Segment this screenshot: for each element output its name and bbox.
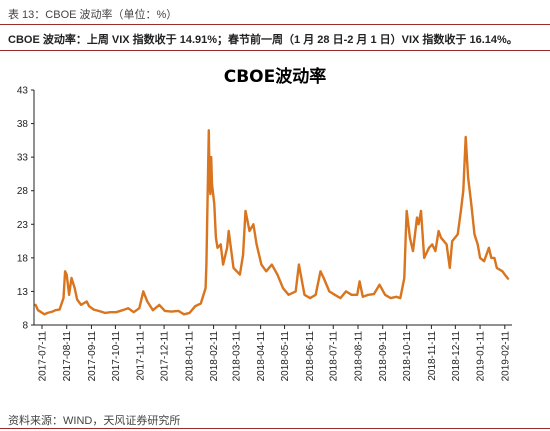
x-tick-label: 2017-08-11 <box>62 331 73 382</box>
y-tick-label: 43 <box>17 86 29 97</box>
x-tick-label: 2018-04-11 <box>256 331 267 382</box>
x-tick-label: 2018-11-11 <box>427 331 438 381</box>
source-note: 资料来源：WIND，天风证券研究所 <box>8 415 181 427</box>
x-tick-label: 2017-10-11 <box>111 331 122 382</box>
chart-title: CBOE波动率 <box>224 66 327 87</box>
summary-text: CBOE 波动率：上周 VIX 指数收于 14.91%；春节前一周（1 月 28… <box>8 34 518 46</box>
y-tick-label: 38 <box>17 119 29 130</box>
x-axis: 2017-07-11 2017-08-11 2017-09-11 2017-10-11… <box>34 324 512 382</box>
x-tick-label: 2017-07-11 <box>37 331 48 382</box>
y-tick-label: 13 <box>17 287 29 298</box>
x-tick-label: 2018-10-11 <box>402 331 413 382</box>
middle-rule <box>0 50 550 51</box>
x-tick-label: 2018-05-11 <box>280 331 291 382</box>
y-tick-label: 33 <box>17 153 29 164</box>
x-tick-label: 2018-12-11 <box>451 331 462 382</box>
x-tick-label: 2018-08-11 <box>353 331 364 382</box>
x-tick-label: 2018-06-11 <box>305 331 316 382</box>
y-axis: 8 13 18 23 28 33 38 43 <box>17 86 35 332</box>
top-rule <box>0 24 550 25</box>
y-tick-label: 8 <box>22 321 28 332</box>
x-tick-label: 2018-03-11 <box>231 331 242 382</box>
x-tick-label: 2017-12-11 <box>160 331 171 382</box>
y-tick-label: 23 <box>17 220 29 231</box>
x-tick-label: 2019-02-11 <box>500 331 511 382</box>
x-tick-label: 2018-09-11 <box>378 331 389 382</box>
x-tick-label: 2018-07-11 <box>329 331 340 382</box>
x-tick-label: 2018-02-11 <box>209 331 220 382</box>
bottom-rule <box>0 428 550 429</box>
y-tick-label: 18 <box>17 253 29 264</box>
vix-series-line <box>34 129 510 316</box>
x-tick-label: 2018-01-11 <box>184 331 195 382</box>
y-tick-label: 28 <box>17 186 29 197</box>
x-tick-label: 2019-01-11 <box>476 331 487 382</box>
x-tick-label: 2017-11-11 <box>136 331 147 381</box>
plot-area <box>34 129 510 316</box>
figure-caption: 表 13：CBOE 波动率（单位：%） <box>8 9 178 21</box>
x-tick-label: 2017-09-11 <box>87 331 98 382</box>
